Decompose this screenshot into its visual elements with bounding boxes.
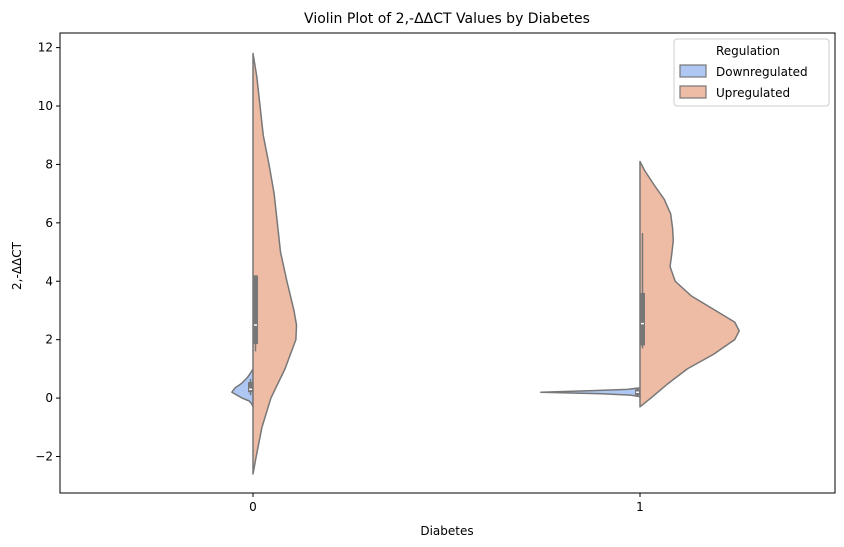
violin-downregulated-0 xyxy=(231,368,254,408)
y-tick-label: 0 xyxy=(45,391,53,405)
legend: Regulation Downregulated Upregulated xyxy=(673,38,830,107)
legend-title: Regulation xyxy=(716,44,780,58)
legend-label-downregulated: Downregulated xyxy=(716,65,808,79)
legend-frame xyxy=(673,38,830,107)
y-tick-label: −2 xyxy=(35,449,53,463)
y-tick-label: 8 xyxy=(45,157,53,171)
y-tick-label: 4 xyxy=(45,274,53,288)
y-axis-label: 2,-ΔΔCT xyxy=(10,241,24,290)
y-tick-label: 10 xyxy=(38,99,53,113)
axes: −2 0 2 4 6 8 10 12 0 1 xyxy=(35,32,836,514)
y-tick-label: 6 xyxy=(45,216,53,230)
legend-swatch-upregulated xyxy=(679,85,707,99)
box-upregulated-1 xyxy=(640,292,645,346)
violin-upregulated-1 xyxy=(639,160,740,408)
x-tick-label: 0 xyxy=(249,500,257,514)
legend-label-upregulated: Upregulated xyxy=(716,86,790,100)
x-tick-label: 1 xyxy=(636,500,644,514)
violin-upregulated-0 xyxy=(252,52,298,475)
plot-area xyxy=(231,52,740,475)
chart-title: Violin Plot of 2,-ΔΔCT Values by Diabete… xyxy=(304,11,590,27)
y-tick-label: 12 xyxy=(38,41,53,55)
box-upregulated-0 xyxy=(253,275,258,345)
box-downregulated-0 xyxy=(248,382,253,393)
axes-frame xyxy=(59,32,836,494)
x-axis-label: Diabetes xyxy=(420,524,473,538)
legend-swatch-downregulated xyxy=(679,64,707,78)
y-tick-label: 2 xyxy=(45,333,53,347)
